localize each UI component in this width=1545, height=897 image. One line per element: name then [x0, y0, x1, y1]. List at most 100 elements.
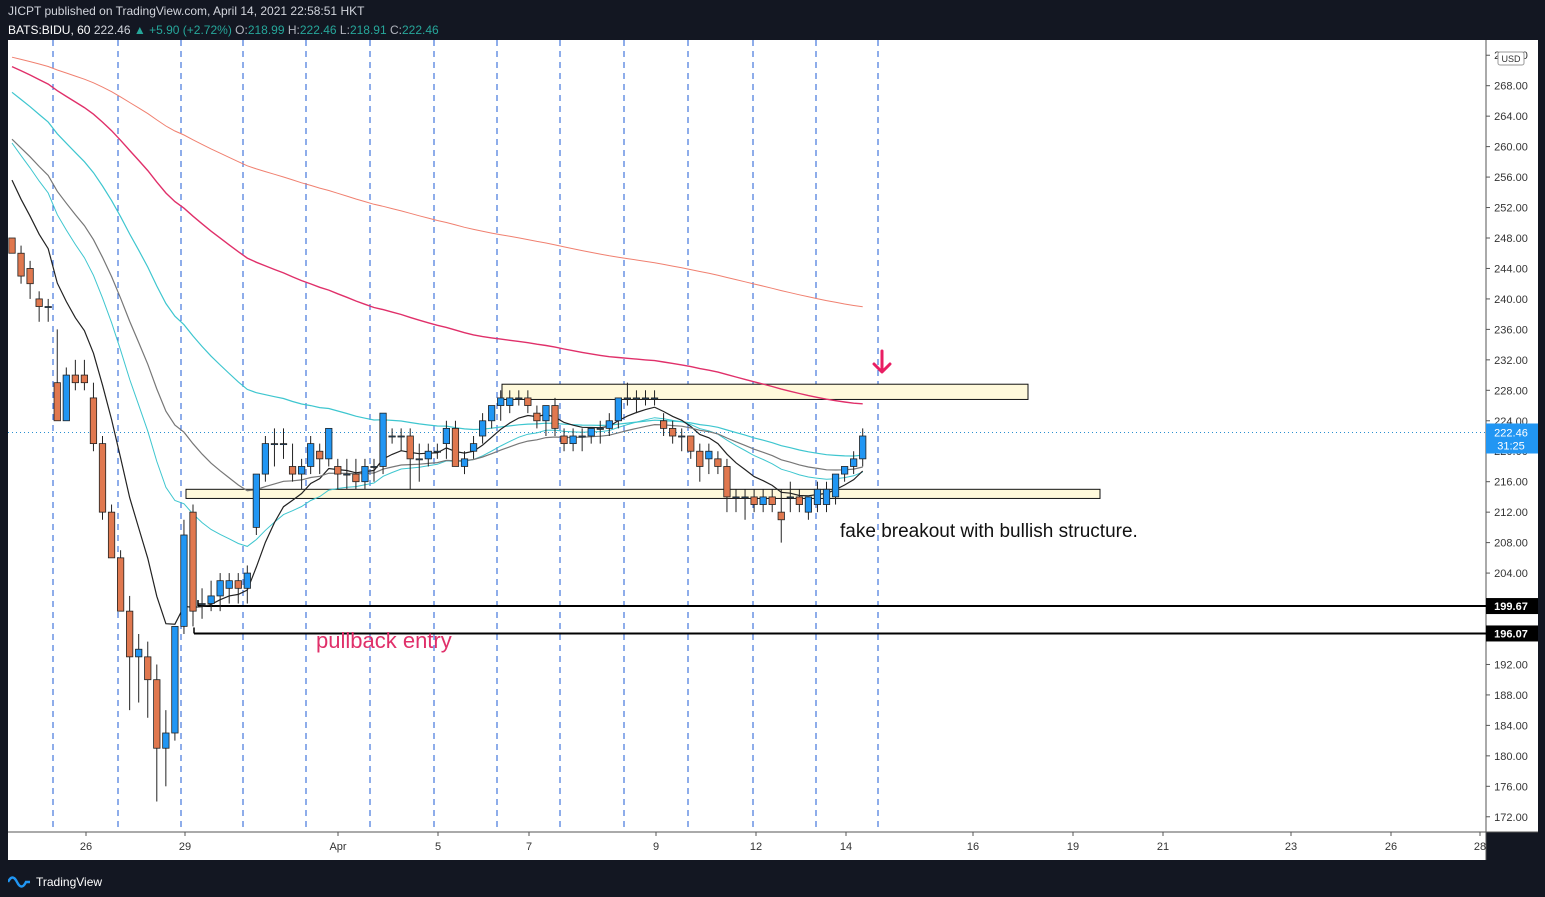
- open-label: O:: [235, 23, 248, 37]
- candle-body: [325, 427, 333, 460]
- x-tick-label: 7: [526, 841, 532, 853]
- candle-body: [451, 427, 460, 467]
- y-tick-label: 240.00: [1494, 294, 1528, 306]
- candle-body: [225, 580, 233, 589]
- candle-body: [307, 443, 315, 467]
- candle-body: [370, 466, 378, 468]
- y-tick-label: 228.00: [1494, 385, 1528, 397]
- candle-body: [632, 397, 641, 400]
- y-tick-label: 232.00: [1494, 355, 1528, 367]
- candle-body: [696, 450, 704, 467]
- x-tick-label: Apr: [329, 841, 346, 853]
- x-tick-label: 21: [1157, 841, 1169, 853]
- level-price-box: [1486, 625, 1538, 642]
- time-axis[interactable]: [8, 832, 1486, 860]
- current-price-box: [1486, 423, 1538, 454]
- candle-body: [180, 534, 188, 627]
- x-tick-label: 9: [653, 841, 659, 853]
- candle-body: [433, 450, 441, 453]
- x-tick-label: 14: [840, 841, 852, 853]
- candle-body: [723, 466, 731, 498]
- candle-body: [44, 306, 52, 308]
- candle-body: [162, 732, 170, 749]
- candle-body: [216, 580, 224, 597]
- y-tick-label: 264.00: [1494, 111, 1528, 123]
- candle-body: [804, 496, 813, 513]
- y-tick-label: 192.00: [1494, 659, 1528, 671]
- candle-body: [741, 496, 749, 499]
- candle-body: [533, 412, 541, 422]
- candle-body: [144, 656, 152, 681]
- candle-body: [189, 511, 197, 612]
- candle-body: [569, 435, 577, 445]
- y-tick-label: 260.00: [1494, 142, 1528, 154]
- candle-body: [497, 397, 505, 406]
- currency-label: USD: [1501, 54, 1521, 64]
- candle-body: [53, 382, 61, 422]
- candle-body: [478, 420, 487, 437]
- footer-brand[interactable]: TradingView: [36, 875, 103, 889]
- candle-body: [660, 420, 668, 429]
- published-line: JICPT published on TradingView.com, Apri…: [8, 4, 365, 18]
- y-tick-label: 188.00: [1494, 690, 1528, 702]
- candle-body: [8, 237, 16, 254]
- candle-body: [424, 450, 432, 460]
- y-tick-label: 184.00: [1494, 720, 1528, 732]
- open-value: 218.99: [247, 23, 285, 37]
- y-tick-label: 176.00: [1494, 781, 1528, 793]
- level-price-box: [1486, 598, 1538, 615]
- candle-body: [297, 466, 306, 475]
- candle-body: [813, 488, 822, 505]
- symbol-label[interactable]: BATS:BIDU, 60: [8, 23, 91, 37]
- candle-body: [117, 557, 125, 612]
- down-arrow-icon[interactable]: [872, 349, 892, 374]
- resistance-zone: [501, 383, 1029, 400]
- high-value: 222.46: [299, 23, 337, 37]
- candle-body: [551, 405, 559, 429]
- chart-area[interactable]: 172.00 176.00 180.00 184.00 188.00 192.00 196.…: [8, 40, 1538, 860]
- close-value: 222.46: [401, 23, 439, 37]
- candle-body: [850, 458, 858, 467]
- candle-body: [288, 466, 297, 475]
- candle-body: [62, 374, 70, 422]
- price-chart[interactable]: 172.00 176.00 180.00 184.00 188.00 192.00 196.…: [8, 40, 1538, 860]
- y-tick-label: 172.00: [1494, 812, 1528, 824]
- session-lines: [8, 40, 1486, 832]
- ema-20-line: [11, 142, 863, 547]
- candle-body: [469, 443, 478, 452]
- x-tick-label: 26: [80, 841, 92, 853]
- candle-body: [279, 443, 288, 446]
- horizontal-levels[interactable]: [193, 600, 1538, 635]
- candle-body: [678, 435, 686, 438]
- candle-body: [207, 595, 215, 604]
- x-tick-label: 29: [179, 841, 191, 853]
- ohlc-line: BATS:BIDU, 60 222.46 ▲ +5.90 (+2.72%) O:…: [8, 22, 439, 38]
- annotation-pullback-entry[interactable]: pullback entry: [316, 628, 452, 653]
- y-tick-label: 204.00: [1494, 568, 1528, 580]
- candle-body: [135, 648, 143, 658]
- x-tick-label: 16: [967, 841, 979, 853]
- candle-body: [107, 511, 116, 559]
- candle-body: [614, 397, 622, 422]
- low-label: L:: [339, 23, 350, 37]
- candle-body: [587, 427, 595, 437]
- x-tick-label: 12: [750, 841, 762, 853]
- tradingview-logo-icon[interactable]: [8, 876, 30, 888]
- candle-body: [316, 450, 324, 460]
- candle-body: [442, 427, 451, 445]
- candle-body: [261, 443, 269, 475]
- candle-body: [768, 496, 776, 505]
- annotation-fake-breakout[interactable]: fake breakout with bullish structure.: [840, 521, 1138, 542]
- ema-30-line: [11, 138, 863, 492]
- x-tick-label: 26: [1385, 841, 1397, 853]
- candle-body: [406, 435, 414, 460]
- candle-body: [705, 450, 713, 460]
- y-tick-label: 248.00: [1494, 233, 1528, 245]
- candle-body: [80, 374, 88, 384]
- ema-100-line: [11, 65, 863, 405]
- y-tick-label: 212.00: [1494, 507, 1528, 519]
- candle-body: [379, 412, 387, 467]
- current-price-label: 222.46: [1494, 427, 1528, 439]
- candle-body: [750, 496, 758, 505]
- x-tick-label: 5: [435, 841, 441, 853]
